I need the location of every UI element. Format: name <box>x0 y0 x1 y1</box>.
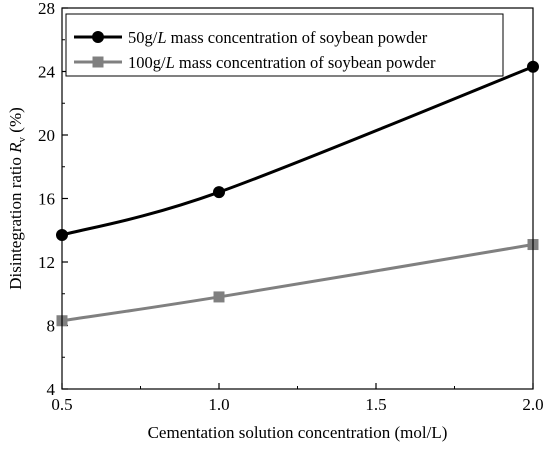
legend-marker-series-1 <box>92 31 104 43</box>
y-tick-label: 12 <box>38 253 55 272</box>
x-axis-ticks: 0.5 1.0 1.5 2.0 <box>51 383 544 414</box>
x-tick-label: 1.5 <box>365 395 386 414</box>
x-tick-label: 0.5 <box>51 395 72 414</box>
series-1-point <box>213 186 225 199</box>
x-axis-title: Cementation solution concentration (mol/… <box>148 423 448 442</box>
y-tick-label: 8 <box>47 317 56 336</box>
legend: 50g/L mass concentration of soybean powd… <box>65 13 504 77</box>
y-axis-title-symbol: R <box>6 142 25 154</box>
y-tick-label: 24 <box>38 63 56 82</box>
y-tick-label: 4 <box>47 380 56 399</box>
y-axis-title-main: Disintegration ratio <box>6 153 25 290</box>
legend-label-series-2: 100g/L mass concentration of soybean pow… <box>128 53 436 72</box>
series-1-line <box>61 65 534 237</box>
series-2-point <box>213 291 225 303</box>
y-tick-label: 20 <box>38 126 55 145</box>
legend-label-series-1: 50g/L mass concentration of soybean powd… <box>128 28 428 47</box>
y-axis-title-subscript: v <box>16 136 28 142</box>
x-tick-label: 2.0 <box>522 395 543 414</box>
y-tick-label: 28 <box>38 0 55 18</box>
legend-marker-series-2 <box>92 56 104 68</box>
y-axis-title-unit: (%) <box>6 107 25 137</box>
legend-box <box>65 13 504 77</box>
series-layer <box>56 60 539 327</box>
y-axis-ticks: 4 8 12 16 20 24 28 <box>38 0 68 399</box>
plot-frame <box>61 7 534 390</box>
series-2-line <box>61 243 534 323</box>
y-tick-label: 16 <box>38 190 55 209</box>
x-tick-label: 1.0 <box>208 395 229 414</box>
y-axis-title: Disintegration ratio Rv (%) <box>6 107 28 290</box>
